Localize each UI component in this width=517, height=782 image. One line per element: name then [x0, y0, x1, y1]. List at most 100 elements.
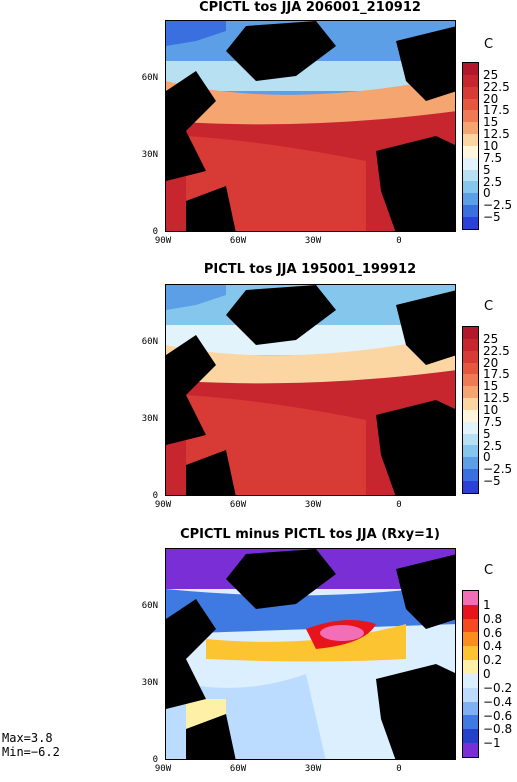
panel3-xtick-0: 0: [396, 764, 402, 774]
colorbar-swatch: [463, 338, 478, 351]
colorbar-swatch: [463, 157, 478, 170]
colorbar-swatch: [463, 433, 478, 446]
panel3-map: [165, 548, 456, 760]
panel3-xtick-60w: 60W: [229, 764, 247, 774]
colorbar-swatch: [463, 660, 478, 674]
colorbar-swatch: [463, 350, 478, 363]
colorbar-swatch: [463, 457, 478, 470]
colorbar-label: 17.5: [483, 103, 510, 118]
colorbar-swatch: [463, 134, 478, 146]
colorbar-swatch: [463, 193, 478, 206]
panel3-ytick-0: 0: [152, 755, 158, 765]
colorbar-swatch: [463, 445, 478, 458]
colorbar-label: 10: [483, 403, 499, 417]
colorbar-label: 5: [483, 162, 491, 177]
colorbar-swatch: [463, 743, 478, 757]
colorbar-label: 22.5: [483, 79, 510, 94]
colorbar-swatch: [463, 145, 478, 158]
colorbar-label: 25: [483, 331, 499, 346]
colorbar-label: 0: [483, 450, 491, 465]
panel2-ytick-30n: 30N: [141, 414, 158, 424]
panel1-xtick-60w: 60W: [229, 236, 247, 246]
colorbar-label: −2.5: [483, 198, 513, 213]
colorbar-swatch: [463, 480, 478, 493]
colorbar-label: 10: [483, 139, 499, 153]
colorbar-swatch: [463, 386, 478, 399]
panel2-xtick-30w: 30W: [304, 500, 322, 510]
max-label: Max=3.8: [2, 731, 53, 745]
panel3-xtick-30w: 30W: [304, 764, 322, 774]
colorbar-label: 22.5: [483, 343, 510, 358]
colorbar-swatch: [463, 421, 478, 434]
colorbar-label: 12.5: [483, 391, 510, 406]
panel1-xtick-90w: 90W: [154, 236, 172, 246]
colorbar-swatch: [463, 729, 478, 744]
colorbar-label: 0.6: [483, 625, 503, 640]
colorbar-label: 15: [483, 115, 499, 130]
colorbar-label: 20: [483, 355, 499, 370]
colorbar-label: 0.4: [483, 639, 503, 654]
colorbar-swatch: [463, 122, 478, 135]
colorbar-swatch: [463, 216, 478, 229]
panel2-title: PICTL tos JJA 195001_199912: [203, 262, 417, 277]
panel1-unit: C: [484, 37, 494, 52]
colorbar-swatch: [463, 74, 478, 87]
colorbar-label: 2.5: [483, 438, 503, 453]
colorbar-label: 5: [483, 426, 491, 441]
panel1-title: CPICTL tos JJA 206001_210912: [199, 0, 421, 15]
colorbar-label: −1: [483, 736, 501, 751]
colorbar-label: −5: [483, 210, 501, 225]
colorbar-swatch: [463, 632, 478, 647]
colorbar-label: 20: [483, 91, 499, 106]
colorbar-label: 0: [483, 667, 491, 681]
colorbar-swatch: [463, 110, 478, 123]
min-label: Min=−6.2: [2, 745, 60, 759]
colorbar-label: −0.8: [483, 722, 513, 737]
panel2-xtick-90w: 90W: [154, 500, 172, 510]
panel3-ytick-60n: 60N: [141, 601, 158, 611]
panel1-xtick-0: 0: [396, 236, 402, 246]
panel3-unit: C: [484, 563, 494, 578]
colorbar-swatch: [463, 646, 478, 661]
colorbar-label: 2.5: [483, 174, 503, 189]
colorbar-swatch: [463, 86, 478, 99]
panel2-ytick-60n: 60N: [141, 337, 158, 347]
colorbar-swatch: [463, 715, 478, 730]
colorbar-swatch: [463, 181, 478, 194]
panel1-ytick-30n: 30N: [141, 150, 158, 160]
colorbar-label: 0.2: [483, 653, 503, 668]
colorbar-label: 0.8: [483, 611, 503, 626]
panel1-ytick-60n: 60N: [141, 73, 158, 83]
colorbar-swatch: [463, 604, 478, 619]
colorbar-swatch: [463, 205, 478, 217]
colorbar-label: 1: [483, 597, 491, 612]
colorbar-swatch: [463, 327, 478, 339]
colorbar-swatch: [463, 374, 478, 387]
colorbar-label: −2.5: [483, 462, 513, 477]
panel2-xtick-60w: 60W: [229, 500, 247, 510]
panel3-ytick-30n: 30N: [141, 678, 158, 688]
colorbar-swatch: [463, 362, 478, 375]
colorbar-label: 7.5: [483, 414, 503, 429]
colorbar-label: −0.2: [483, 680, 513, 695]
colorbar-swatch: [463, 618, 478, 633]
colorbar-swatch: [463, 469, 478, 481]
colorbar-label: −0.6: [483, 708, 513, 723]
panel1-map: [165, 20, 456, 232]
colorbar-label: 15: [483, 379, 499, 394]
panel2-xtick-0: 0: [396, 500, 402, 510]
panel2-colorbar: [462, 326, 479, 494]
colorbar-label: 17.5: [483, 367, 510, 382]
panel1-xtick-30w: 30W: [304, 236, 322, 246]
panel3-xtick-90w: 90W: [154, 764, 172, 774]
panel2-unit: C: [484, 299, 494, 314]
panel1-ytick-0: 0: [152, 227, 158, 237]
panel1-colorbar: [462, 62, 479, 230]
colorbar-swatch: [463, 701, 478, 716]
colorbar-label: 7.5: [483, 150, 503, 165]
colorbar-label: −0.4: [483, 694, 513, 709]
panel2-map: [165, 284, 456, 496]
colorbar-label: −5: [483, 474, 501, 489]
colorbar-swatch: [463, 409, 478, 422]
colorbar-swatch: [463, 169, 478, 182]
